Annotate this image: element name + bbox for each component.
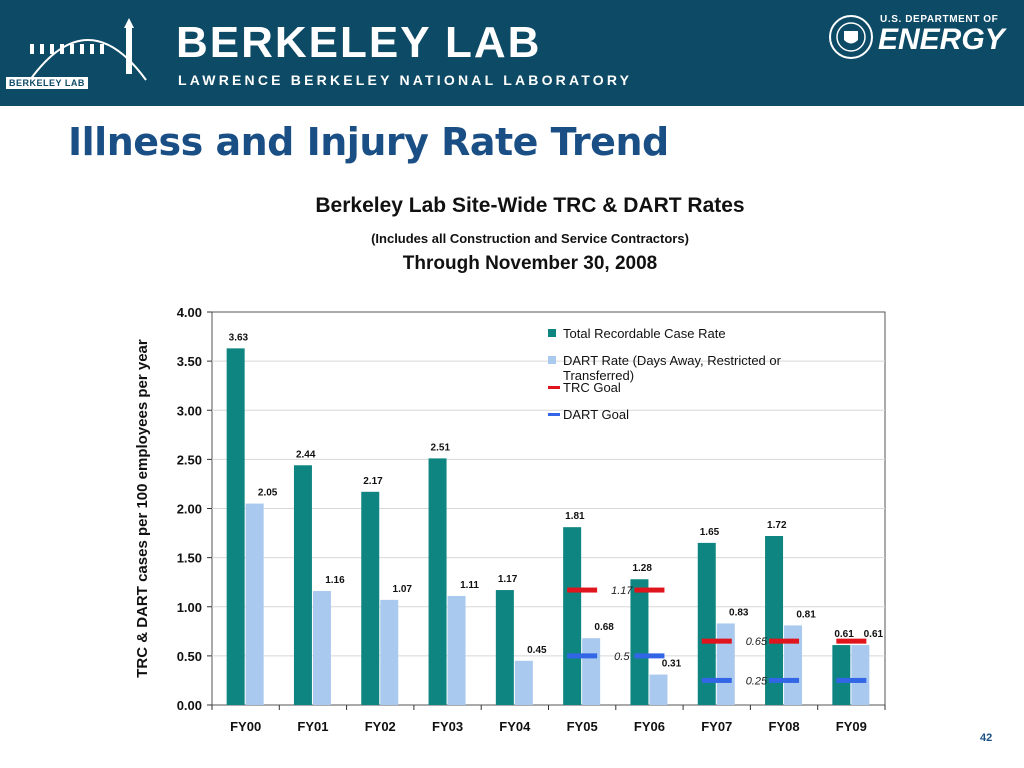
y-tick-label: 3.50: [177, 354, 202, 369]
doe-energy-label: ENERGY: [878, 23, 1005, 56]
dart-goal-mark: [769, 677, 800, 683]
trc-bar: [563, 527, 582, 705]
trc-goal-mark: [634, 587, 665, 593]
dart-bar-label: 0.45: [527, 645, 547, 656]
dart-goal-mark: [567, 653, 598, 659]
page-number: 42: [980, 732, 993, 744]
trc-bar: [361, 491, 380, 705]
trc-bar: [293, 465, 312, 705]
legend-dart-goal-swatch: [548, 413, 560, 416]
trc-bar-label: 1.17: [498, 574, 518, 585]
y-tick-label: 0.50: [177, 649, 202, 664]
doe-seal-icon: [829, 15, 873, 59]
y-tick-label: 1.50: [177, 551, 202, 566]
trc-bar: [697, 542, 716, 705]
x-tick-label: FY03: [432, 719, 463, 734]
trc-goal-mark: [701, 638, 732, 644]
dart-bar: [514, 660, 533, 705]
trc-bar: [495, 590, 514, 705]
y-axis-label: TRC & DART cases per 100 employees per y…: [134, 339, 151, 678]
y-tick-label: 3.00: [177, 403, 202, 418]
legend-dart-rate-swatch: [548, 356, 556, 364]
trc-bar: [428, 458, 447, 705]
header-banner: BERKELEY LAB BERKELEY LAB LAWRENCE BERKE…: [0, 0, 1024, 106]
legend-dart-goal-text: DART Goal: [563, 407, 629, 422]
trc-bar-label: 1.81: [565, 511, 585, 522]
y-tick-label: 2.50: [177, 452, 202, 467]
dart-bar-label: 0.81: [796, 609, 816, 620]
trc-bar-label: 0.61: [834, 629, 854, 640]
dart-bar: [380, 599, 399, 705]
dart-goal-mark-label: 0.25: [746, 675, 768, 687]
dart-bar: [312, 591, 331, 705]
trc-bar-label: 3.63: [229, 332, 249, 343]
dart-bar: [851, 645, 870, 705]
dart-bar-label: 0.61: [864, 629, 884, 640]
trc-bar: [765, 536, 784, 705]
trc-goal-mark-label: 0.65: [746, 636, 768, 648]
x-tick-label: FY06: [634, 719, 665, 734]
logo-wordmark: BERKELEY LAB: [6, 77, 88, 89]
dart-bar-label: 1.07: [393, 584, 413, 595]
trc-bar-label: 1.28: [632, 563, 652, 574]
trc-goal-mark: [567, 587, 598, 593]
trc-bar: [226, 348, 245, 705]
chart-subtitle: (Includes all Construction and Service C…: [371, 231, 689, 246]
dart-bar: [649, 674, 668, 705]
legend-trc-rate-text: Total Recordable Case Rate: [563, 326, 726, 341]
brand-subtitle: LAWRENCE BERKELEY NATIONAL LABORATORY: [178, 72, 633, 88]
dart-goal-mark: [701, 677, 732, 683]
dart-goal-mark: [634, 653, 665, 659]
legend-trc-goal-swatch: [548, 386, 560, 389]
x-tick-label: FY05: [567, 719, 598, 734]
slide-title: Illness and Injury Rate Trend: [68, 120, 669, 164]
trc-bar-label: 1.72: [767, 520, 787, 531]
trc-bar-label: 2.44: [296, 449, 316, 460]
y-tick-label: 4.00: [177, 305, 202, 320]
x-tick-label: FY09: [836, 719, 867, 734]
trc-goal-mark: [769, 638, 800, 644]
trc-goal-mark: [836, 638, 867, 644]
dart-bar: [716, 623, 735, 705]
x-tick-label: FY08: [769, 719, 800, 734]
x-tick-label: FY00: [230, 719, 261, 734]
dart-goal-mark: [836, 677, 867, 683]
y-tick-label: 2.00: [177, 502, 202, 517]
y-tick-label: 1.00: [177, 600, 202, 615]
x-tick-label: FY02: [365, 719, 396, 734]
legend-trc-rate-swatch: [548, 329, 556, 337]
y-tick-label: 0.00: [177, 698, 202, 713]
brand-title: BERKELEY LAB: [176, 18, 542, 67]
chart-date-subtitle: Through November 30, 2008: [402, 253, 658, 274]
dart-bar-label: 0.83: [729, 607, 749, 618]
x-tick-label: FY04: [499, 719, 531, 734]
chart-title: Berkeley Lab Site-Wide TRC & DART Rates: [315, 194, 745, 217]
dart-bar: [245, 503, 264, 705]
dart-bar-label: 1.11: [460, 580, 479, 591]
trc-bar: [832, 645, 851, 705]
dart-goal-mark-label: 0.5: [614, 651, 630, 663]
trc-bar: [630, 579, 649, 705]
dart-bar-label: 2.05: [258, 488, 278, 499]
dart-bar: [784, 625, 803, 705]
dart-bar: [447, 595, 466, 705]
trc-bar-label: 2.17: [363, 476, 383, 487]
dart-bar-label: 1.16: [325, 575, 345, 586]
legend-dart-rate-text: DART Rate (Days Away, Restricted or Trans…: [563, 353, 782, 383]
dart-bar-label: 0.31: [662, 659, 682, 670]
x-tick-label: FY01: [297, 719, 328, 734]
berkeley-lab-logo: [29, 18, 147, 81]
trc-bar-label: 1.65: [700, 527, 720, 538]
doe-department-label: U.S. DEPARTMENT OF: [880, 14, 999, 25]
dart-bar-label: 0.68: [594, 622, 614, 633]
trc-goal-mark-label: 1.17: [611, 585, 633, 597]
dart-bar: [582, 638, 601, 705]
trc-bar-label: 2.51: [431, 442, 451, 453]
legend-trc-goal-text: TRC Goal: [563, 380, 621, 395]
x-tick-label: FY07: [701, 719, 732, 734]
